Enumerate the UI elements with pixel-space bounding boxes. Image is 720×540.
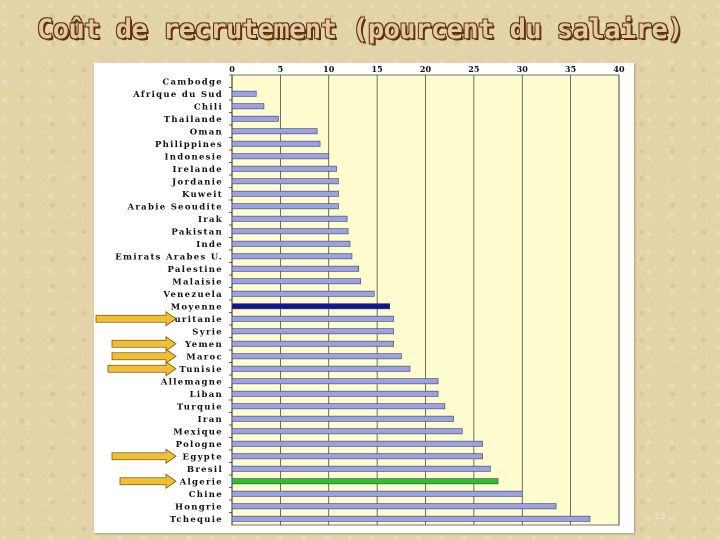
slide-title: Coût de recrutement (pourcent du salaire… — [37, 14, 683, 45]
bar — [231, 290, 375, 297]
category-label: Chili — [194, 102, 223, 112]
bar — [231, 115, 279, 122]
category-label: Thailande — [164, 115, 223, 125]
bar — [231, 490, 523, 497]
category-label: Inde — [196, 240, 223, 250]
category-label: Liban — [190, 390, 223, 400]
category-label: Yemen — [184, 340, 223, 350]
category-label: Turquie — [177, 402, 223, 412]
x-tick-label: 15 — [372, 64, 383, 74]
bar — [231, 215, 348, 222]
bar — [231, 190, 339, 197]
category-label: Moyenne — [171, 302, 223, 312]
x-tick-label: 25 — [468, 64, 479, 74]
bar — [231, 140, 321, 147]
x-tick-label: 20 — [420, 64, 432, 74]
category-label: Oman — [190, 127, 223, 137]
bar — [231, 515, 591, 522]
bar — [231, 403, 446, 410]
bar — [231, 203, 339, 210]
bar — [231, 365, 411, 372]
bar — [231, 440, 483, 447]
x-tick-label: 0 — [229, 64, 235, 74]
bar — [231, 415, 454, 422]
bar — [231, 240, 351, 247]
category-label: Irelande — [172, 165, 223, 175]
category-label: Mauritanie — [157, 315, 223, 325]
bar — [231, 128, 318, 135]
bar — [231, 90, 257, 97]
x-tick-label: 10 — [323, 64, 335, 74]
category-label: Afrique du Sud — [132, 90, 223, 100]
bar — [231, 340, 394, 347]
category-label: Iran — [198, 415, 223, 425]
category-label: Allemagne — [160, 377, 223, 387]
category-label: Palestine — [167, 265, 223, 275]
category-label: Emirats Arabes U. — [115, 252, 223, 262]
bar — [231, 465, 491, 472]
page-number: 15 — [654, 512, 666, 522]
category-label: Arabie Seoudite — [126, 202, 223, 212]
bar — [231, 253, 353, 260]
category-label: Irak — [198, 215, 223, 225]
x-tick-label: 5 — [278, 64, 284, 74]
x-tick-label: 30 — [517, 64, 529, 74]
bar — [231, 353, 402, 360]
category-label: Cambodge — [162, 77, 223, 87]
category-label: Pologne — [176, 440, 223, 450]
bar — [231, 165, 337, 172]
bar — [231, 428, 463, 435]
category-label: Syrie — [192, 327, 223, 337]
category-label: Venezuela — [162, 290, 223, 300]
category-label: Egypte — [183, 452, 223, 462]
category-label: Algerie — [179, 477, 223, 487]
x-tick-label: 40 — [613, 64, 625, 74]
bar — [231, 228, 349, 235]
chart-panel: 0 5 10 15 20 25 30 35 40 Cambodge Afrique du Sud Ch… — [94, 63, 634, 533]
category-label: Jordanie — [171, 177, 223, 187]
bar — [231, 328, 394, 335]
category-label: Kuweit — [182, 190, 223, 200]
bar — [231, 478, 499, 485]
category-label: Maroc — [186, 352, 223, 362]
bar — [231, 178, 339, 185]
bar — [231, 390, 439, 397]
bar — [231, 103, 265, 110]
x-tick-label: 35 — [565, 64, 576, 74]
bar — [231, 453, 483, 460]
category-label: Philippines — [155, 140, 223, 150]
category-label: Indonesie — [165, 152, 223, 162]
category-label: Malaisie — [172, 277, 223, 287]
bar — [231, 503, 557, 510]
category-label: Hongrie — [175, 502, 223, 512]
category-label: Pakistan — [171, 227, 223, 237]
category-label: Chine — [189, 490, 223, 500]
bar — [231, 303, 391, 310]
bar — [231, 153, 330, 160]
category-label: Bresil — [187, 465, 223, 475]
bar — [231, 315, 394, 322]
bar-chart: 0 5 10 15 20 25 30 35 40 Cambodge Afrique du Sud Ch… — [115, 64, 625, 526]
bar — [231, 378, 439, 385]
category-label: Tunisie — [179, 365, 223, 375]
category-label: Mexique — [173, 427, 223, 437]
category-label: Tchequie — [170, 515, 223, 525]
bar — [231, 265, 360, 272]
bar — [231, 278, 361, 285]
